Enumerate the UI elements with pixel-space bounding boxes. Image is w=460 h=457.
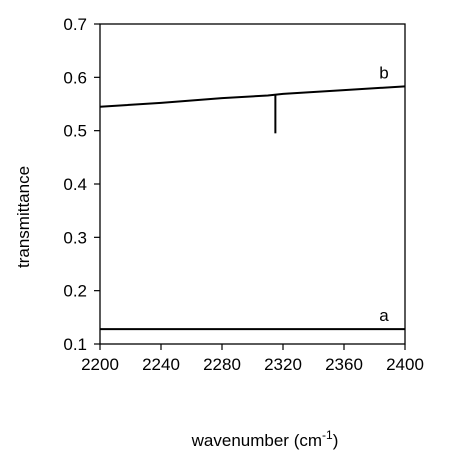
plot-border [99,23,406,345]
x-axis-title: wavenumber (cm-1) [191,428,339,450]
series-labels: ba [379,63,389,325]
x-axis-title-main: wavenumber (cm [191,431,322,450]
series-label-b: b [379,63,388,82]
x-tick-label: 2280 [203,355,241,374]
y-tick-label: 0.6 [63,68,87,87]
y-tick-label: 0.5 [63,122,87,141]
series-line-b [99,85,406,108]
x-axis-title-suffix: ) [333,431,339,450]
x-tick-label: 2360 [325,355,363,374]
y-tick-label: 0.1 [63,335,87,354]
plot-frame [99,23,406,345]
x-tick-label: 2200 [81,355,119,374]
y-tick-label: 0.3 [63,228,87,247]
y-tick-label: 0.7 [63,15,87,34]
x-axis-ticks: 2200 2240 2280 2320 2360 2400 [81,344,424,374]
x-tick-label: 2320 [264,355,302,374]
x-tick-label: 2240 [142,355,180,374]
y-axis-title: transmittance [14,166,33,268]
series-layer [99,85,406,331]
x-axis-title-superscript: -1 [322,428,333,442]
x-tick-label: 2400 [386,355,424,374]
y-tick-label: 0.4 [63,175,87,194]
y-axis-ticks: 0.1 0.2 0.3 0.4 0.5 0.6 0.7 [63,15,100,354]
series-label-a: a [379,306,389,325]
y-tick-label: 0.2 [63,282,87,301]
